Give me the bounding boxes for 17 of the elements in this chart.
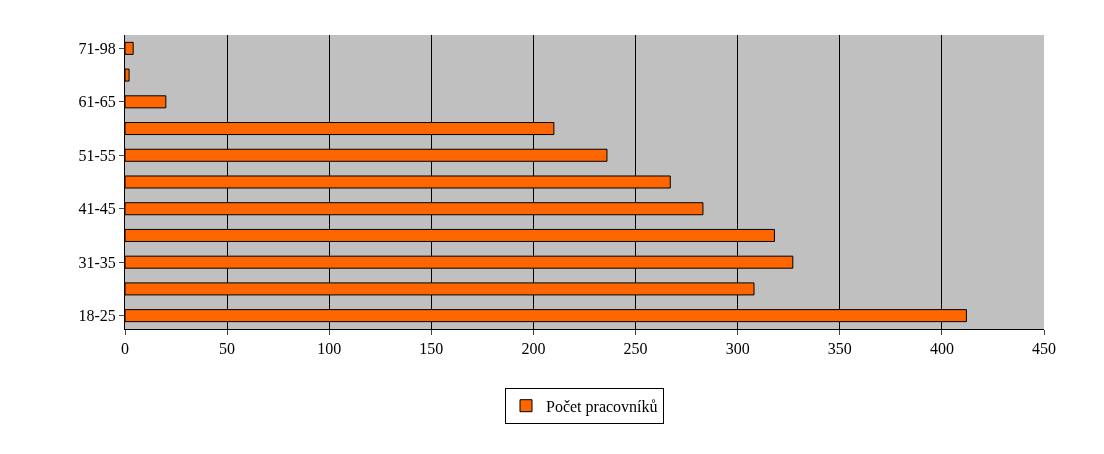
y-tick-label: 41-45 [78, 200, 116, 218]
x-tick-label: 300 [725, 340, 750, 358]
y-tick-label: 31-35 [78, 253, 116, 271]
x-tick-label: 400 [929, 340, 954, 358]
x-tick-label: 450 [1032, 340, 1056, 358]
x-tick-label: 200 [521, 340, 546, 358]
x-tick-label: 250 [623, 340, 648, 358]
y-tick-label: 71-98 [78, 39, 116, 57]
x-tick-label: 0 [121, 340, 129, 358]
x-tick-label: 150 [419, 340, 444, 358]
y-tick-label: 51-55 [78, 146, 116, 164]
x-tick-label: 50 [219, 340, 236, 358]
y-tick-label: 61-65 [78, 93, 116, 111]
legend-label: Počet pracovníků [546, 397, 658, 416]
y-tick-label: 18-25 [78, 307, 116, 325]
x-tick-label: 100 [317, 340, 342, 358]
x-tick-label: 350 [827, 340, 852, 358]
